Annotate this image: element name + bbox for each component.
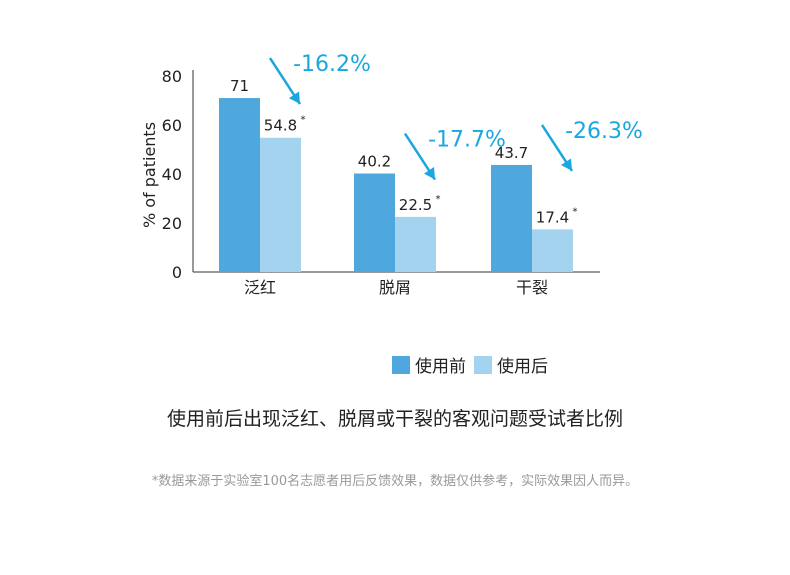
- legend-item-before: 使用前: [392, 352, 466, 377]
- significance-marker: *: [573, 206, 578, 217]
- legend-swatch-before: [392, 355, 410, 374]
- y-tick-label: 60: [162, 116, 182, 135]
- significance-marker: *: [436, 194, 441, 205]
- significance-marker: *: [301, 115, 306, 126]
- bar-after: [532, 229, 573, 272]
- reduction-arrow-head: [288, 91, 300, 105]
- bar-before: [354, 173, 395, 272]
- legend-item-after: 使用后: [474, 352, 548, 377]
- bar-before: [219, 98, 260, 272]
- data-label: 17.4: [536, 208, 569, 226]
- legend-swatch-after: [474, 355, 492, 374]
- reduction-arrow-head: [423, 167, 435, 180]
- x-tick-label: 干裂: [516, 278, 548, 297]
- reduction-label: -17.7%: [428, 128, 506, 153]
- y-tick-label: 0: [172, 263, 182, 282]
- reduction-arrow-head: [560, 158, 572, 171]
- data-label: 22.5: [399, 196, 432, 214]
- bar-after: [260, 137, 301, 272]
- reduction-label: -26.3%: [565, 119, 643, 144]
- bar-after: [395, 216, 436, 272]
- data-label: 40.2: [358, 153, 391, 171]
- data-label: 54.8: [264, 117, 297, 135]
- legend-label-before: 使用前: [415, 357, 466, 377]
- bar-before: [491, 164, 532, 272]
- x-tick-label: 泛红: [244, 278, 276, 297]
- chart-caption: 使用前后出现泛红、脱屑或干裂的客观问题受试者比例: [166, 408, 623, 430]
- y-tick-label: 40: [162, 165, 182, 184]
- y-tick-label: 20: [162, 214, 182, 233]
- data-label: 43.7: [495, 144, 528, 162]
- legend: 使用前 使用后: [392, 352, 556, 377]
- y-axis-label: % of patients: [140, 122, 159, 228]
- y-tick-label: 80: [162, 67, 182, 86]
- footnote: *数据来源于实验室100名志愿者用后反馈效果，数据仅供参考，实际效果因人而异。: [151, 474, 639, 489]
- x-tick-label: 脱屑: [379, 278, 411, 297]
- reduction-label: -16.2%: [293, 52, 371, 77]
- bar-chart: % of patients 0 20 40 60 80 71 54.8 * 40.2 22.5 *…: [140, 52, 643, 297]
- data-label: 71: [230, 77, 249, 95]
- legend-label-after: 使用后: [497, 357, 548, 377]
